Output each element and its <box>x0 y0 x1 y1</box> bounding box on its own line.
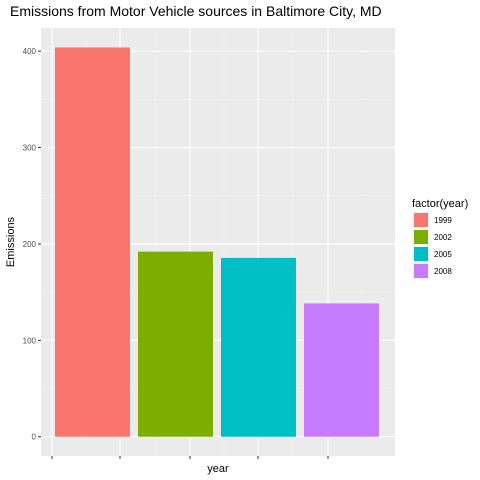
legend-swatch-1999 <box>414 213 428 227</box>
legend-label-1999: 1999 <box>434 216 452 225</box>
y-axis: 0 100 200 300 400 <box>23 47 41 442</box>
legend-swatch-2005 <box>414 247 428 261</box>
x-axis <box>51 456 329 459</box>
y-tick-label: 400 <box>23 47 37 56</box>
legend-swatch-2008 <box>414 264 428 278</box>
bar-2008 <box>304 303 379 437</box>
legend-swatch-2002 <box>414 230 428 244</box>
bar-2002 <box>138 251 213 437</box>
legend-label-2008: 2008 <box>434 267 452 276</box>
y-tick-label: 100 <box>23 336 37 345</box>
bar-1999 <box>55 47 130 437</box>
chart-title: Emissions from Motor Vehicle sources in … <box>10 3 382 19</box>
x-axis-title: year <box>207 463 229 475</box>
bar-2005 <box>221 257 296 437</box>
legend-label-2002: 2002 <box>434 233 452 242</box>
legend: factor(year) 1999 2002 2005 2008 <box>412 198 468 279</box>
y-tick-label: 300 <box>23 144 37 153</box>
y-tick-label: 0 <box>32 433 37 442</box>
bars <box>55 47 379 437</box>
y-axis-title: Emissions <box>5 216 17 267</box>
legend-label-2005: 2005 <box>434 250 452 259</box>
y-tick-label: 200 <box>23 240 37 249</box>
legend-title: factor(year) <box>412 198 468 210</box>
